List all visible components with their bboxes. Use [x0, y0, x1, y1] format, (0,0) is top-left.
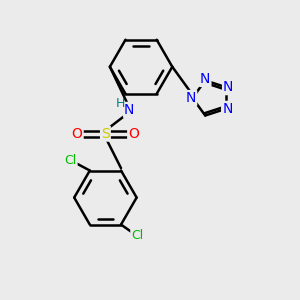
Text: Cl: Cl	[131, 230, 143, 242]
Text: S: S	[101, 127, 110, 141]
Text: N: N	[223, 80, 233, 94]
Text: O: O	[128, 127, 139, 141]
Text: O: O	[72, 127, 83, 141]
Text: N: N	[200, 72, 210, 86]
Text: N: N	[124, 103, 134, 117]
Text: N: N	[222, 102, 232, 116]
Text: Cl: Cl	[64, 154, 76, 166]
Text: H: H	[116, 97, 126, 110]
Text: N: N	[186, 91, 196, 105]
